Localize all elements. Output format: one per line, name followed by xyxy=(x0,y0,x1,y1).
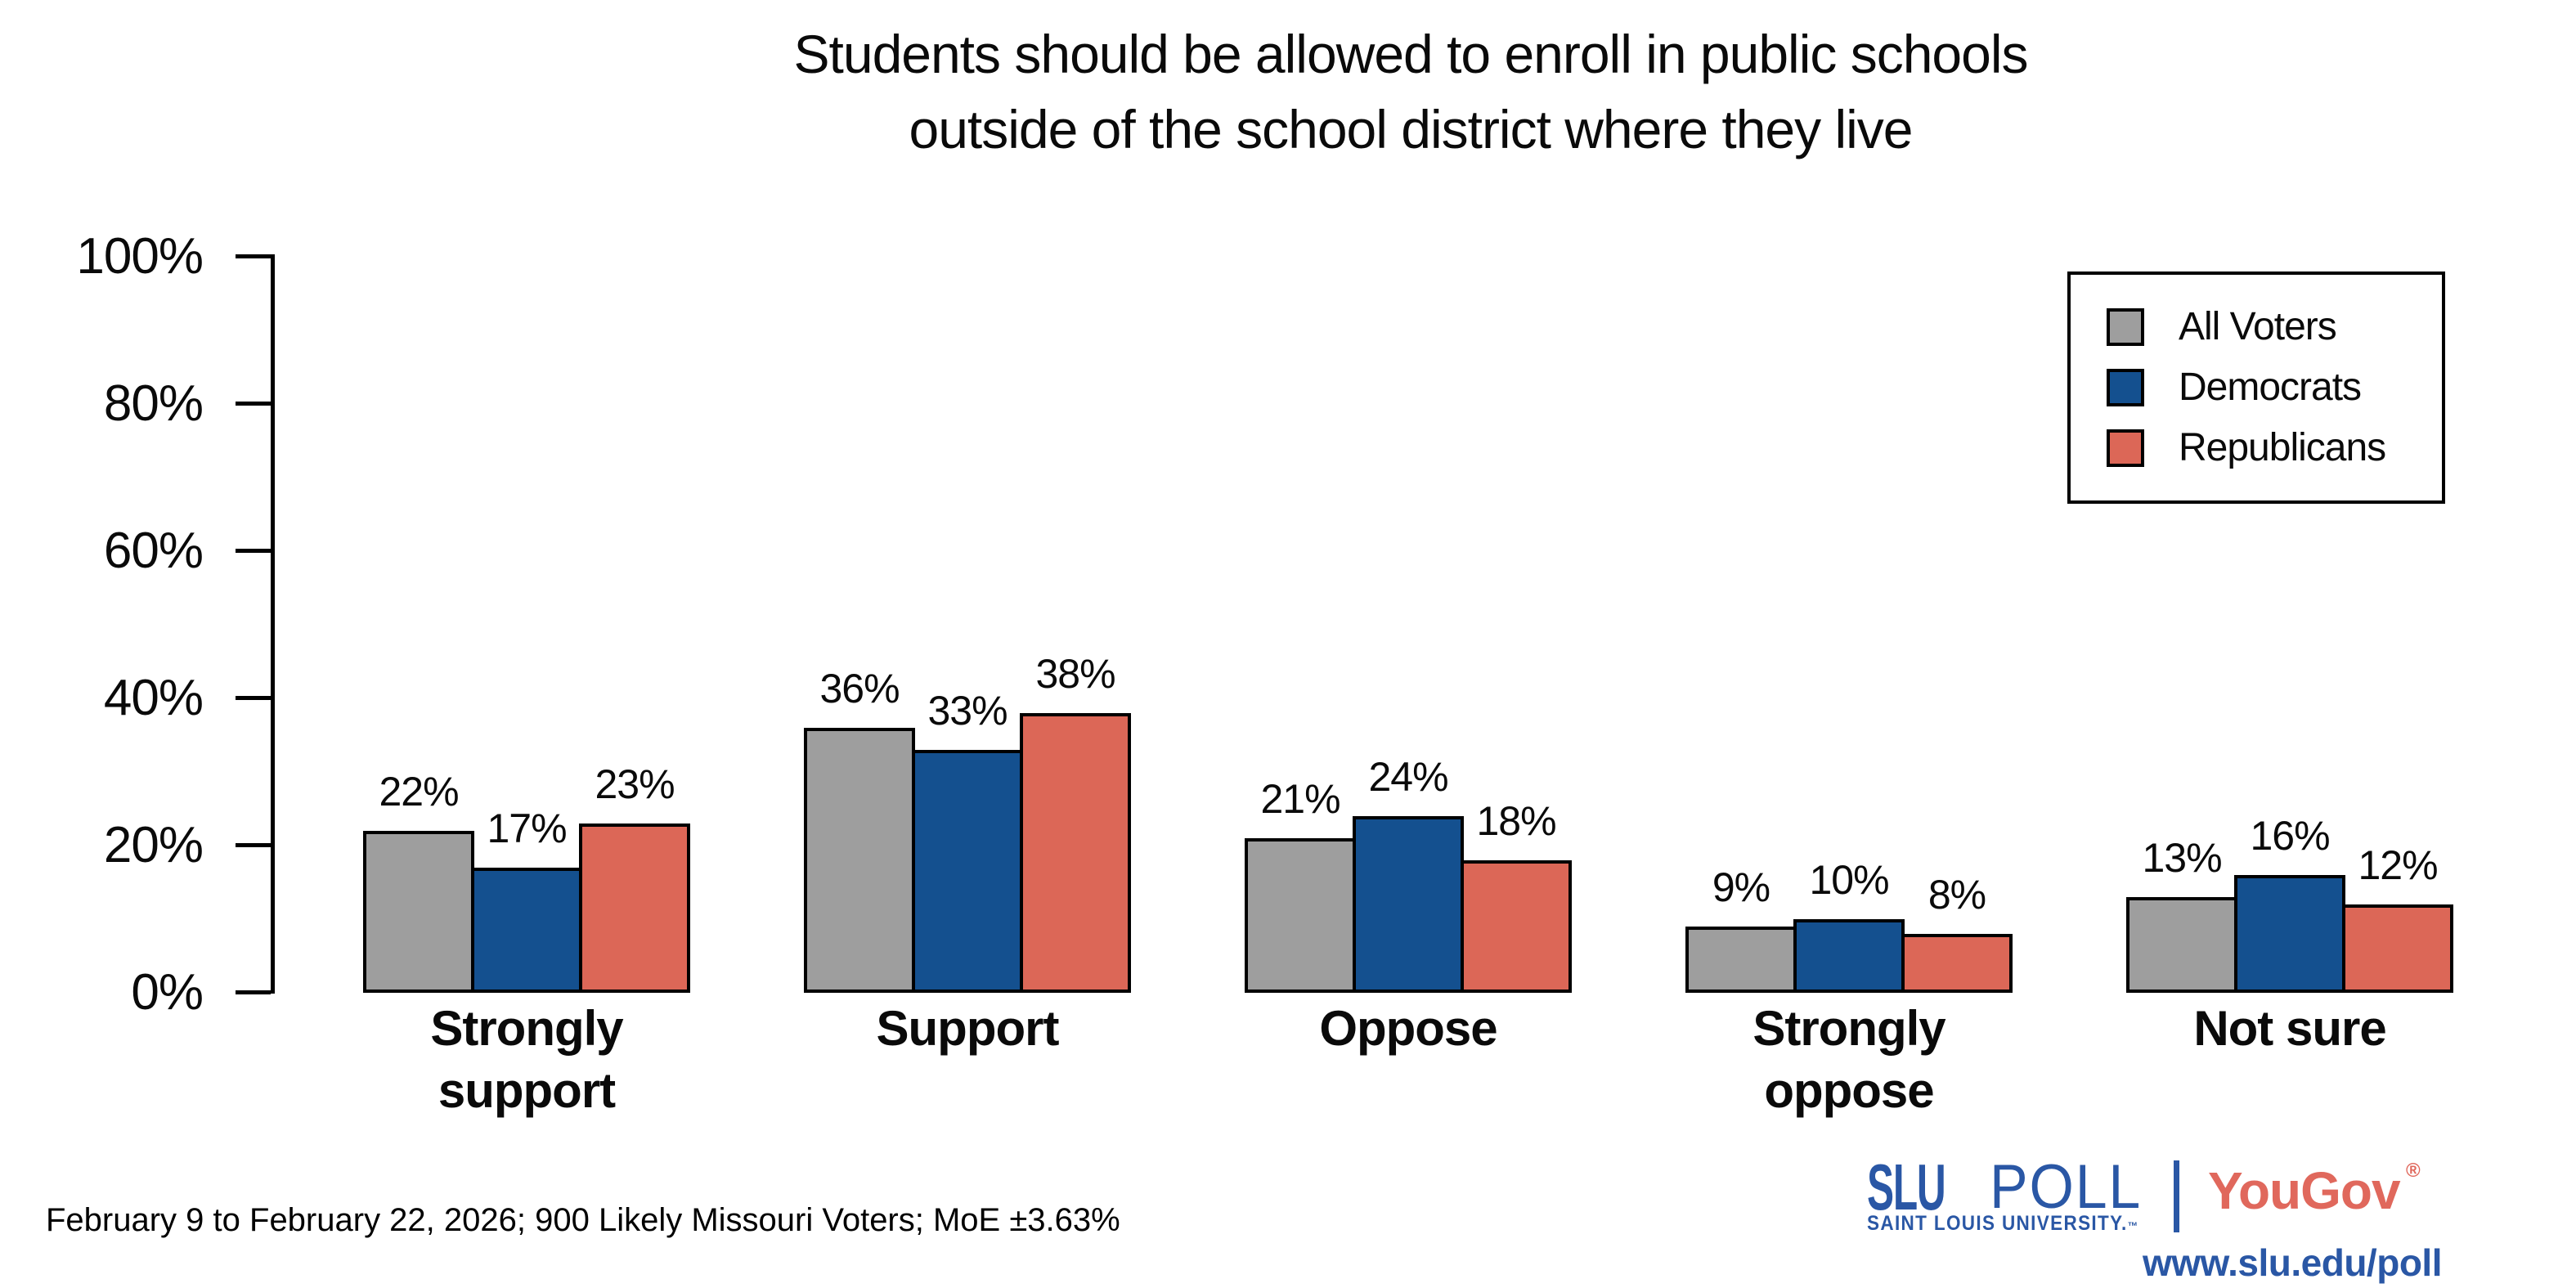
y-axis-tick xyxy=(236,402,271,406)
bar-value-label: 13% xyxy=(2142,835,2222,881)
bar-value-label: 21% xyxy=(1260,776,1340,822)
registered-trademark-icon: ® xyxy=(2406,1160,2421,1182)
trademark-icon: ™ xyxy=(2127,1219,2139,1232)
legend-swatch-republicans xyxy=(2107,429,2144,467)
y-axis-tick xyxy=(236,990,271,994)
bar-republicans-not-sure xyxy=(2342,904,2453,993)
logo-divider xyxy=(2174,1160,2179,1232)
legend-label: Democrats xyxy=(2179,366,2362,409)
bar-value-label: 17% xyxy=(487,806,567,851)
bar-value-label: 16% xyxy=(2250,813,2330,859)
bar-democrats-strongly-support xyxy=(471,868,582,993)
bar-democrats-not-sure xyxy=(2234,875,2345,993)
poll-wordmark-box: POLL xyxy=(1990,1155,2145,1220)
bar-all-voters-not-sure xyxy=(2126,897,2237,993)
bar-value-label: 38% xyxy=(1035,651,1115,697)
bar-value-label: 36% xyxy=(819,666,900,711)
y-axis-tick xyxy=(236,696,271,700)
slu-poll-url: www.slu.edu/poll xyxy=(2143,1241,2442,1284)
legend-label: Republicans xyxy=(2179,426,2386,469)
bar-democrats-support xyxy=(912,750,1023,993)
bar-value-label: 10% xyxy=(1809,857,1889,903)
bar-all-voters-strongly-support xyxy=(363,831,474,993)
y-axis-tick-label: 100% xyxy=(76,228,204,285)
bar-republicans-support xyxy=(1020,713,1131,993)
bar-republicans-strongly-support xyxy=(579,824,690,993)
chart-title-line-2: outside of the school district where the… xyxy=(909,99,1914,159)
legend-item-democrats: Democrats xyxy=(2107,367,2442,408)
legend-label: All Voters xyxy=(2179,305,2337,348)
bar-democrats-oppose xyxy=(1353,816,1464,993)
bar-value-label: 23% xyxy=(595,761,675,807)
chart-title-line-1: Students should be allowed to enroll in … xyxy=(793,24,2029,84)
bar-all-voters-strongly-oppose xyxy=(1685,927,1797,993)
bar-value-label: 22% xyxy=(379,769,459,815)
bar-all-voters-oppose xyxy=(1245,838,1356,993)
y-axis-tick-label: 80% xyxy=(103,375,204,432)
bar-value-label: 24% xyxy=(1368,754,1448,800)
bar-value-label: 33% xyxy=(927,688,1008,734)
slu-wordmark-box: SLU xyxy=(1867,1155,1949,1220)
bar-all-voters-support xyxy=(804,728,915,993)
legend-item-republicans: Republicans xyxy=(2107,428,2442,469)
footnote: February 9 to February 22, 2026; 900 Lik… xyxy=(46,1202,1120,1238)
legend-swatch-all-voters xyxy=(2107,308,2144,346)
bar-republicans-oppose xyxy=(1461,860,1572,993)
slu-poll-logo: SLU POLL xyxy=(1867,1155,2145,1220)
bar-value-label: 12% xyxy=(2358,842,2438,888)
y-axis-tick-label: 20% xyxy=(103,817,204,873)
y-axis-tick xyxy=(236,254,271,258)
slu-wordmark: SLU xyxy=(1867,1151,1946,1223)
y-axis-tick-label: 40% xyxy=(103,670,204,726)
y-axis-line xyxy=(271,254,275,994)
chart-title: Students should be allowed to enroll in … xyxy=(793,16,2029,167)
y-axis-tick-label: 0% xyxy=(131,964,204,1021)
bar-value-label: 9% xyxy=(1712,864,1770,910)
saint-louis-university-text: SAINT LOUIS UNIVERSITY. xyxy=(1867,1212,2128,1235)
y-axis-tick xyxy=(236,549,271,553)
category-label-support: Support xyxy=(876,1001,1060,1056)
category-label-not-sure: Not sure xyxy=(2193,1001,2386,1056)
bar-value-label: 18% xyxy=(1476,798,1556,844)
yougov-logo: YouGov xyxy=(2208,1161,2401,1220)
y-axis-tick-label: 60% xyxy=(103,523,204,579)
saint-louis-university-label: SAINT LOUIS UNIVERSITY.™ xyxy=(1867,1213,2139,1236)
poll-wordmark: POLL xyxy=(1990,1152,2143,1222)
category-label-strongly-oppose: Strongly oppose xyxy=(1752,1001,1945,1118)
bar-republicans-strongly-oppose xyxy=(1901,934,2013,993)
y-axis-tick xyxy=(236,843,271,847)
legend-item-all-voters: All Voters xyxy=(2107,307,2442,348)
bar-value-label: 8% xyxy=(1928,872,1986,918)
category-label-strongly-support: Strongly support xyxy=(430,1001,623,1118)
bar-democrats-strongly-oppose xyxy=(1793,919,1905,993)
category-label-oppose: Oppose xyxy=(1319,1001,1497,1056)
legend: All Voters Democrats Republicans xyxy=(2067,272,2445,504)
legend-swatch-democrats xyxy=(2107,369,2144,406)
